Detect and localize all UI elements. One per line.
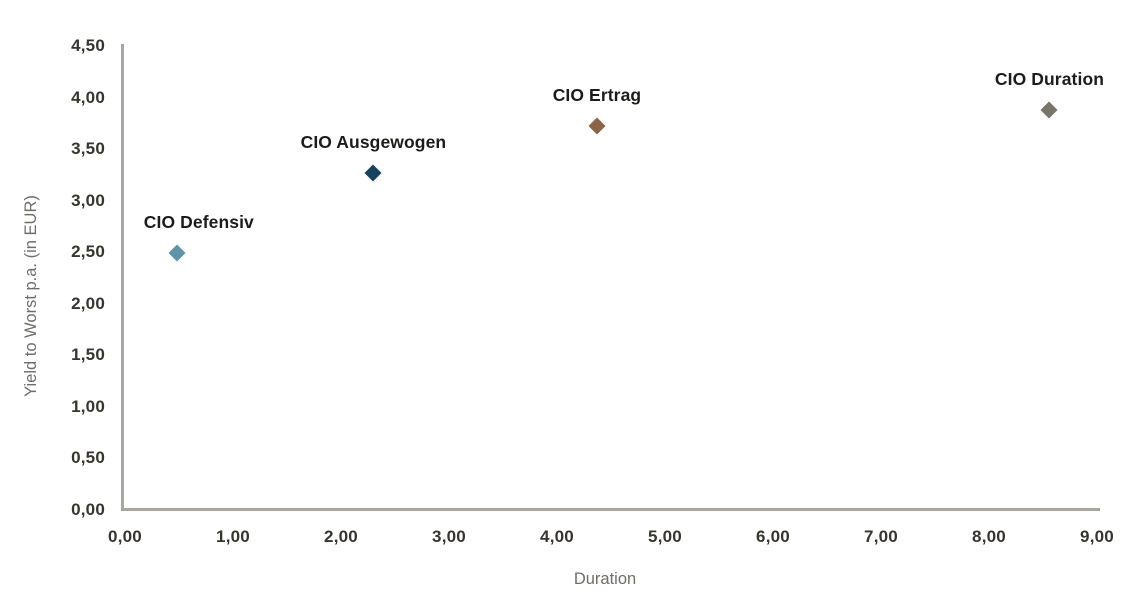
data-point-marker-cio-duration <box>1040 101 1058 119</box>
y-tick-label: 1,00 <box>71 396 105 416</box>
x-axis-title: Duration <box>573 570 637 588</box>
y-axis-title: Yield to Worst p.a. (in EUR) <box>22 195 40 397</box>
x-tick-label: 0,00 <box>108 527 142 546</box>
y-tick-label: 0,00 <box>71 500 105 519</box>
y-tick-label: 4,00 <box>71 87 105 107</box>
x-tick-label: 4,00 <box>540 527 574 546</box>
x-tick-label: 5,00 <box>648 527 682 546</box>
y-tick-label: 3,00 <box>71 190 105 210</box>
x-tick-label: 8,00 <box>972 527 1006 546</box>
x-tick-label: 9,00 <box>1080 527 1114 546</box>
data-point-marker-cio-ausgewogen <box>364 164 382 182</box>
x-tick-label: 7,00 <box>864 527 898 546</box>
x-tick-label: 2,00 <box>324 527 358 546</box>
data-point-label-cio-duration: CIO Duration <box>994 68 1105 89</box>
data-point-label-cio-ertrag: CIO Ertrag <box>552 85 642 106</box>
y-tick-label: 0,50 <box>71 448 105 468</box>
data-point-marker-cio-defensiv <box>168 244 186 262</box>
y-axis-line <box>121 44 124 510</box>
x-tick-label: 6,00 <box>756 527 790 546</box>
x-axis-line <box>121 508 1100 511</box>
data-point-label-cio-ausgewogen: CIO Ausgewogen <box>300 131 447 152</box>
x-tick-label: 3,00 <box>432 527 466 546</box>
data-point-marker-cio-ertrag <box>588 117 606 135</box>
y-tick-label: 3,50 <box>71 139 105 159</box>
y-tick-label: 2,50 <box>71 242 105 262</box>
y-tick-label: 4,50 <box>71 36 105 55</box>
y-tick-label: 1,50 <box>71 345 105 365</box>
y-tick-label: 2,00 <box>71 293 105 313</box>
data-point-label-cio-defensiv: CIO Defensiv <box>143 212 254 233</box>
x-tick-label: 1,00 <box>216 527 250 546</box>
